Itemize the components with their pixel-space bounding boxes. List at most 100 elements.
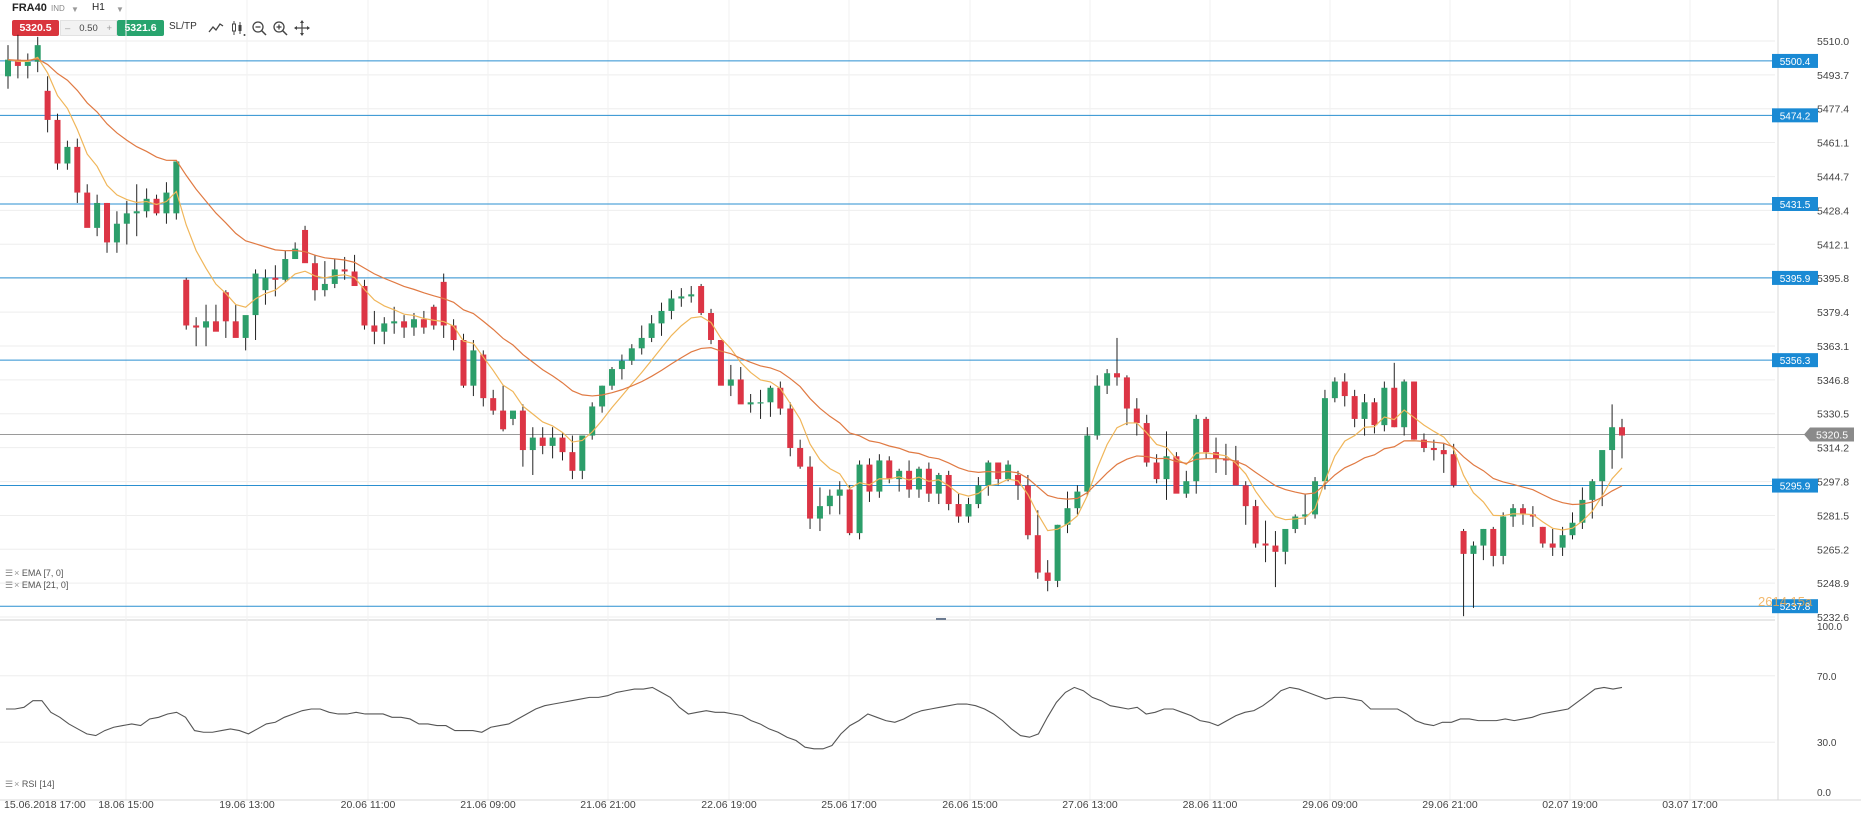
bullish-candle [1321,398,1328,482]
candles-icon[interactable] [230,20,246,36]
bearish-candle [846,489,853,534]
symbol-label[interactable]: FRA40 [12,2,47,14]
volume-decrease-icon[interactable]: – [65,23,71,34]
bearish-candle [1351,396,1358,419]
bearish-candle [1490,528,1497,556]
bearish-candle [569,452,576,471]
bearish-candle [1519,508,1526,515]
time-tick-label: 25.06 17:00 [821,799,877,811]
bearish-candle [212,321,219,332]
ema21-legend-label: EMA [21, 0] [21,580,69,590]
time-tick-label: 28.06 11:00 [1183,799,1238,811]
time-tick-label: 20.06 11:00 [341,799,396,811]
sell-price-button[interactable]: 5320.5 [12,20,59,36]
bearish-candle [480,354,487,399]
line-chart-icon[interactable] [208,20,224,36]
bullish-candle [1302,514,1309,517]
bullish-candle [618,360,625,370]
symbol-dropdown-chevron-icon[interactable]: ▼ [71,5,79,14]
rsi-tick-label: 100.0 [1817,622,1842,633]
bearish-candle [717,340,724,386]
bearish-candle [401,321,408,328]
bearish-candle [708,313,715,341]
volume-increase-icon[interactable]: + [106,23,112,34]
bullish-candle [965,504,972,517]
ema21-legend[interactable]: ☰ × EMA [21, 0] [5,580,68,591]
volume-value[interactable]: 0.50 [79,23,98,34]
ema7-legend[interactable]: ☰ × EMA [7, 0] [5,568,63,579]
time-tick-label: 18.06 15:00 [98,799,154,811]
time-tick-label: 19.06 13:00 [219,799,275,811]
price-axis[interactable]: 5510.0 5493.7 5477.4 5461.1 5444.7 5428.4 5412… [1817,36,1849,624]
bearish-candle [1252,506,1259,544]
crosshair-icon[interactable] [294,20,310,36]
bullish-candle [1599,450,1606,482]
rsi-legend[interactable]: ☰ × RSI [14] [5,779,54,790]
watermark-text: 2614.15a [1758,594,1813,609]
bullish-candle [1361,402,1368,419]
bearish-candle [272,277,279,280]
price-tick-label: 5363.1 [1817,341,1849,353]
sl-tp-button[interactable]: SL/TP [169,21,197,32]
timeframe-selector[interactable]: H1 [92,2,105,13]
bullish-candle [123,213,130,224]
timeframe-dropdown-chevron-icon[interactable]: ▼ [116,5,124,14]
time-tick-label: 29.06 21:00 [1422,799,1478,811]
bearish-candle [1153,462,1160,480]
bearish-candle [886,460,893,480]
time-tick-label: 03.07 17:00 [1662,799,1718,811]
bearish-candle [737,379,744,405]
volume-stepper[interactable]: – 0.50 + [60,20,117,36]
bullish-candle [381,323,388,332]
horizontal-levels[interactable] [0,60,1808,607]
bullish-candle [638,337,645,349]
zoom-in-icon[interactable] [272,20,288,36]
bearish-candle [1242,485,1249,507]
bearish-candle [1232,460,1239,486]
time-axis[interactable]: 15.06.2018 17:00 18.06 15:00 19.06 13:00 20… [4,799,1718,811]
rsi-tick-label: 70.0 [1817,672,1837,683]
level-price-tag [1772,196,1818,211]
bearish-candle [84,192,91,228]
bullish-candle [915,468,922,490]
bullish-candle [1054,524,1061,581]
price-tick-label: 5346.8 [1817,375,1849,387]
bearish-candle [1460,531,1467,554]
current-price-tag [1804,427,1854,442]
hamburger-icon: ☰ [5,779,13,789]
level-price-tag-label: 5356.3 [1780,356,1811,367]
bearish-candle [371,325,378,332]
bearish-candle [1420,439,1427,448]
bearish-candle [1529,514,1536,517]
rsi-tick-label: 30.0 [1817,738,1837,749]
bearish-candle [460,340,467,386]
level-price-tag [1772,599,1818,614]
zoom-out-icon[interactable] [251,20,267,36]
buy-price-button[interactable]: 5321.6 [117,20,164,36]
rsi-legend-label: RSI [14] [21,779,55,789]
bullish-candle [856,464,863,534]
ema-series [7,56,1623,532]
bearish-candle [490,398,497,411]
bearish-candle [945,474,952,505]
candlestick-series [5,34,1625,617]
bearish-candle [104,202,111,243]
bullish-candle [1500,516,1507,556]
time-tick-label: 21.06 09:00 [460,799,516,811]
bullish-candle [410,319,417,328]
panel-resize-handle[interactable] [936,618,946,620]
level-price-tag [1772,478,1818,493]
price-tick-label: 5265.2 [1817,544,1849,556]
bullish-candle [727,379,734,386]
bearish-candle [797,447,804,467]
bearish-candle [302,229,309,264]
bullish-candle [579,435,586,471]
bullish-candle [1609,427,1616,451]
bullish-candle [163,192,170,214]
level-price-tag [1772,108,1818,123]
symbol-type-tag: IND [51,4,65,13]
bearish-candle [440,281,447,326]
bullish-candle [1401,381,1408,428]
bearish-candle [1123,377,1130,409]
